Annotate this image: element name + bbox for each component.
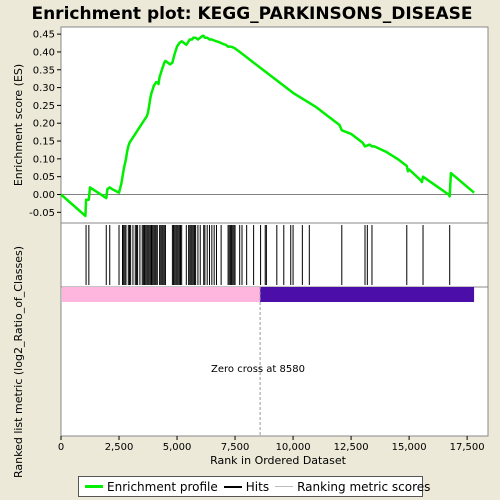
y-tick-label: 0.05 — [33, 172, 55, 183]
hit-markers — [85, 225, 451, 285]
x-tick-label: 17,500 — [450, 442, 485, 453]
y-tick-label: 0.10 — [33, 154, 55, 165]
y-tick-label: 0.15 — [33, 137, 55, 148]
x-tick-label: 12,500 — [334, 442, 369, 453]
positive-metric-band — [62, 287, 261, 302]
legend-metric-swatch — [275, 486, 294, 487]
legend-hits-swatch — [223, 485, 242, 488]
x-tick-label: 2,500 — [105, 442, 134, 453]
y-tick-label: 0.35 — [33, 65, 55, 76]
y-tick-label: 0.20 — [33, 119, 55, 130]
y-axis-label-es: Enrichment score (ES) — [12, 64, 25, 186]
x-axis: 0 2,500 5,000 7,500 10,000 12,500 15,000 17,500 — [58, 436, 485, 453]
x-tick-label: 5,000 — [163, 442, 192, 453]
y-axis: -0.05 0.00 0.05 0.10 0.15 0.20 0.25 0.30 0.35 0.4… — [29, 30, 488, 219]
es-panel — [60, 26, 489, 224]
legend-hits-label: Hits — [245, 479, 270, 494]
y-axis-label-metric: Ranked list metric (log2_Ratio_of_Classe… — [12, 246, 25, 478]
x-tick-label: 0 — [58, 442, 64, 453]
y-tick-label: 0.30 — [33, 83, 55, 94]
x-tick-label: 7,500 — [221, 442, 250, 453]
chart-title: Enrichment plot: KEGG_PARKINSONS_DISEASE — [31, 4, 472, 24]
zero-cross-label: Zero cross at 8580 — [211, 364, 305, 375]
legend-item-hits: Hits — [223, 479, 270, 494]
hits-panel — [60, 222, 489, 288]
legend-item-profile: Enrichment profile — [85, 480, 218, 494]
legend-profile-label: Enrichment profile — [107, 479, 218, 494]
legend-item-metric: Ranking metric scores — [275, 480, 430, 494]
x-tick-label: 10,000 — [276, 442, 311, 453]
legend-profile-swatch — [85, 485, 103, 488]
ranking-metric — [62, 287, 475, 436]
enrichment-profile-line — [60, 34, 475, 218]
x-tick-label: 15,000 — [392, 442, 427, 453]
x-axis-label: Rank in Ordered Dataset — [210, 454, 347, 467]
legend: Enrichment profile Hits Ranking metric s… — [78, 476, 430, 497]
y-tick-label: 0.25 — [33, 101, 55, 112]
y-tick-label: 0.45 — [33, 30, 55, 41]
legend-metric-label: Ranking metric scores — [297, 479, 431, 494]
y-tick-label: 0.00 — [33, 190, 55, 201]
y-tick-label: -0.05 — [29, 208, 55, 219]
y-tick-label: 0.40 — [33, 47, 55, 58]
enrichment-profile — [60, 34, 475, 218]
negative-metric-band — [260, 287, 475, 302]
metric-panel — [60, 286, 489, 437]
